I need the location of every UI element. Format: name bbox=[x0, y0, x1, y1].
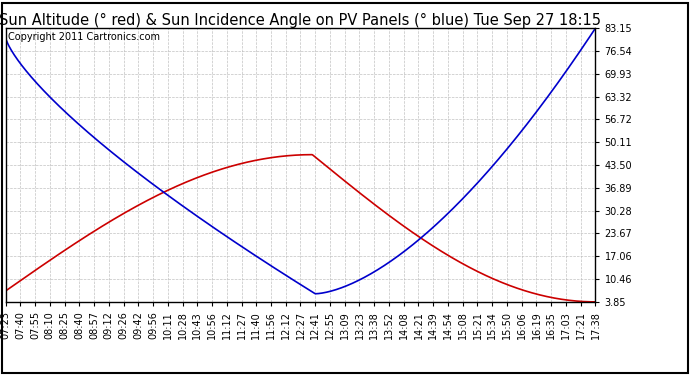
Text: Copyright 2011 Cartronics.com: Copyright 2011 Cartronics.com bbox=[8, 32, 161, 42]
Text: Sun Altitude (° red) & Sun Incidence Angle on PV Panels (° blue) Tue Sep 27 18:1: Sun Altitude (° red) & Sun Incidence Ang… bbox=[0, 13, 601, 28]
